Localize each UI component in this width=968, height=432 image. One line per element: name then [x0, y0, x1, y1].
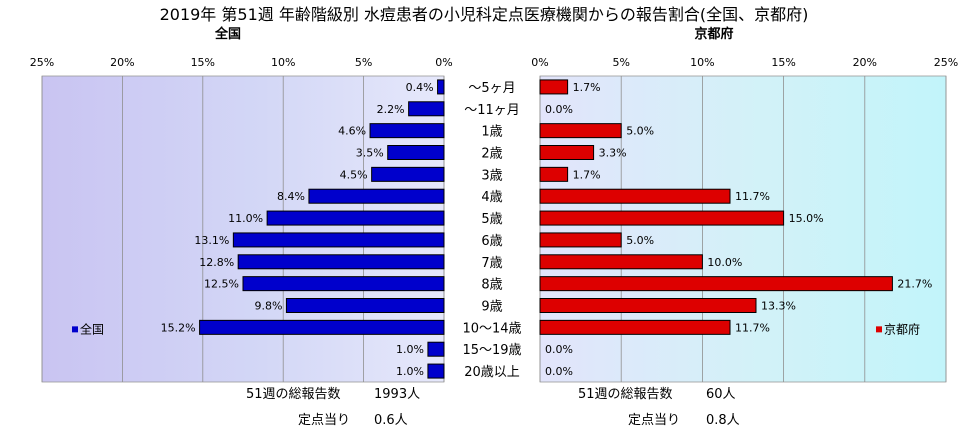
category-label: ～5ヶ月	[468, 81, 515, 96]
national-value-label: 13.1%	[194, 234, 229, 247]
national-per-label: 定点当り	[298, 413, 350, 428]
national-value-label: 9.8%	[254, 300, 282, 313]
kyoto-bar	[539, 166, 569, 182]
right-panel-title: 京都府	[694, 26, 733, 42]
right-tick-label: 0%	[531, 56, 548, 69]
kyoto-value-label: 11.7%	[735, 190, 770, 203]
kyoto-bar	[539, 188, 731, 204]
kyoto-bar	[539, 123, 622, 139]
kyoto-value-label: 0.0%	[545, 343, 573, 356]
kyoto-value-label: 1.7%	[573, 81, 601, 94]
national-bar	[285, 298, 445, 313]
national-value-label: 1.0%	[396, 343, 424, 356]
kyoto-bar	[539, 232, 622, 248]
kyoto-per-label: 定点当り	[628, 413, 680, 428]
kyoto-value-label: 0.0%	[545, 365, 573, 378]
national-bar	[387, 145, 445, 160]
national-value-label: 12.5%	[204, 278, 239, 291]
category-label: 6歳	[481, 234, 502, 249]
kyoto-bar	[539, 145, 595, 160]
national-bar	[371, 166, 445, 182]
national-legend-swatch	[72, 326, 78, 333]
national-bar	[427, 363, 445, 379]
kyoto-legend-swatch	[876, 326, 882, 333]
national-value-label: 4.5%	[340, 168, 368, 181]
national-bar	[369, 123, 445, 139]
kyoto-bar	[539, 319, 731, 335]
national-value-label: 2.2%	[377, 103, 405, 116]
kyoto-value-label: 1.7%	[573, 168, 601, 181]
national-value-label: 0.4%	[406, 81, 434, 94]
left-tick-label: 5%	[355, 56, 372, 69]
kyoto-bar	[539, 276, 893, 292]
right-tick-label: 10%	[690, 56, 714, 69]
chart-marks: 0% 0% 5% 5% 10% 10% 15% 15% 20% 20% 25% 25% ～5ヶ月 ～11ヶ…	[30, 56, 958, 428]
right-tick-label: 20%	[853, 56, 877, 69]
kyoto-bar	[539, 254, 703, 270]
kyoto-total-label: 51週の総報告数	[578, 387, 673, 402]
kyoto-value-label: 5.0%	[626, 234, 654, 247]
national-value-label: 3.5%	[356, 147, 384, 160]
category-label: ～11ヶ月	[464, 103, 520, 118]
right-tick-label: 25%	[934, 56, 958, 69]
national-value-label: 1.0%	[396, 365, 424, 378]
left-tick-label: 0%	[435, 56, 452, 69]
kyoto-value-label: 11.7%	[735, 321, 770, 334]
national-bar	[232, 232, 445, 248]
kyoto-value-label: 15.0%	[789, 212, 824, 225]
category-label: 9歳	[481, 300, 502, 315]
chart-title: 2019年 第51週 年齢階級別 水痘患者の小児科定点医療機関からの報告割合(全…	[160, 5, 809, 24]
kyoto-value-label: 21.7%	[897, 278, 932, 291]
category-label: 20歳以上	[464, 365, 520, 380]
kyoto-bar	[539, 210, 785, 226]
kyoto-bar	[539, 298, 757, 313]
category-label: 3歳	[481, 168, 502, 183]
national-bar	[242, 276, 445, 292]
national-bar	[266, 210, 445, 226]
national-value-label: 12.8%	[199, 256, 234, 269]
national-bar	[427, 341, 445, 357]
national-per-value: 0.6人	[374, 413, 408, 428]
left-tick-label: 15%	[191, 56, 215, 69]
national-total-label: 51週の総報告数	[246, 387, 341, 402]
category-label: 7歳	[481, 256, 502, 271]
category-label: 10～14歳	[462, 321, 521, 336]
national-value-label: 11.0%	[228, 212, 263, 225]
national-bar	[437, 79, 445, 95]
kyoto-total-value: 60人	[706, 387, 736, 402]
national-bar	[308, 188, 445, 204]
category-label: 8歳	[481, 278, 502, 293]
right-tick-label: 15%	[771, 56, 795, 69]
national-value-label: 15.2%	[161, 321, 196, 334]
left-tick-label: 25%	[30, 56, 54, 69]
kyoto-per-value: 0.8人	[706, 413, 740, 428]
kyoto-bar	[539, 79, 569, 95]
kyoto-value-label: 0.0%	[545, 103, 573, 116]
left-panel-title: 全国	[214, 26, 241, 42]
category-label: 5歳	[481, 212, 502, 227]
category-label: 4歳	[481, 190, 502, 205]
national-total-value: 1993人	[374, 387, 420, 402]
kyoto-value-label: 10.0%	[707, 256, 742, 269]
category-label: 15～19歳	[462, 343, 521, 358]
right-tick-label: 5%	[612, 56, 629, 69]
left-tick-label: 10%	[271, 56, 295, 69]
national-bar	[237, 254, 445, 270]
kyoto-legend-label: 京都府	[884, 321, 920, 336]
national-value-label: 4.6%	[338, 125, 366, 138]
category-label: 1歳	[481, 125, 502, 140]
kyoto-value-label: 13.3%	[761, 300, 796, 313]
left-tick-label: 20%	[110, 56, 134, 69]
national-value-label: 8.4%	[277, 190, 305, 203]
national-bar	[199, 319, 445, 335]
category-label: 2歳	[481, 147, 502, 162]
national-legend-label: 全国	[80, 321, 104, 336]
national-bar	[408, 101, 445, 117]
kyoto-value-label: 5.0%	[626, 125, 654, 138]
kyoto-value-label: 3.3%	[599, 147, 627, 160]
